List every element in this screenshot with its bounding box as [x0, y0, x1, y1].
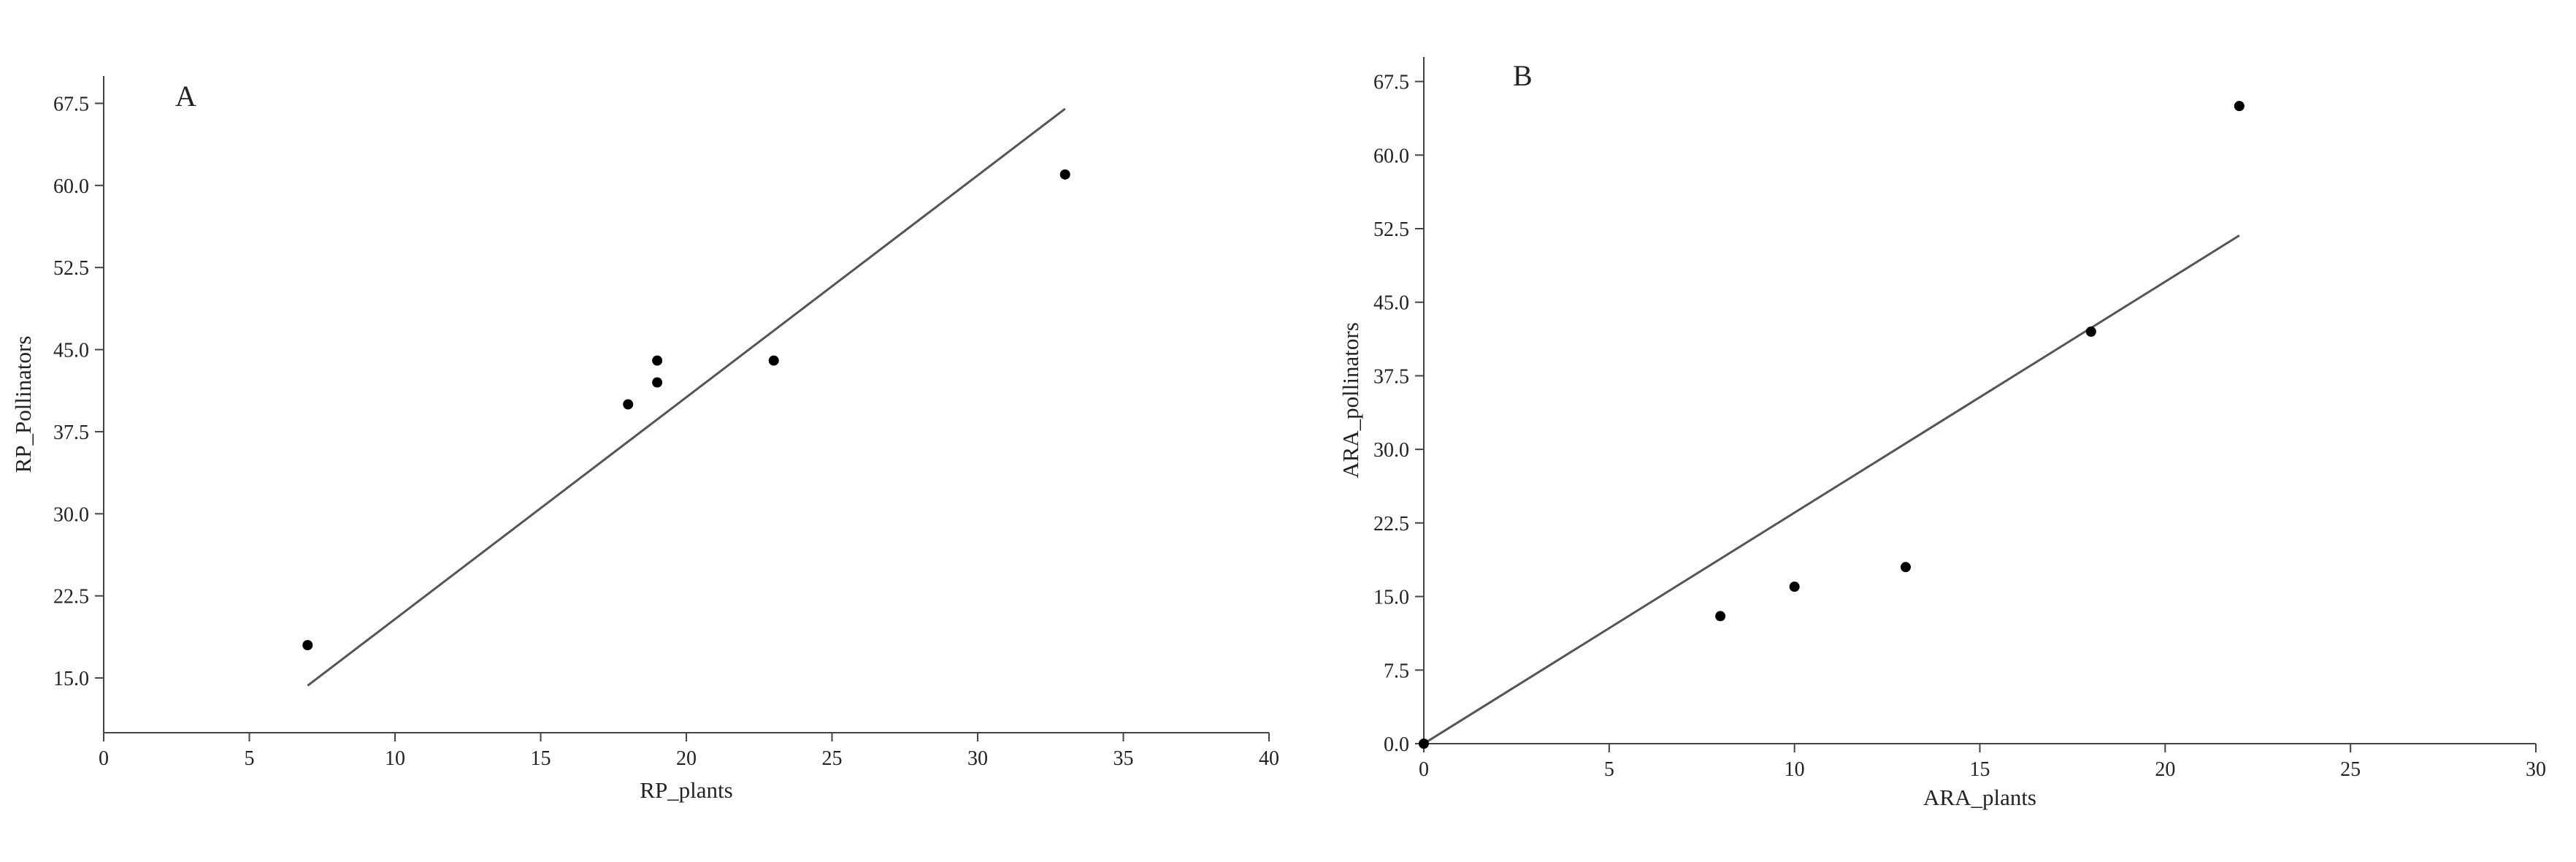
x-tick-label: 40	[1259, 747, 1279, 770]
data-point	[1900, 562, 1911, 573]
y-tick-label: 45.0	[1373, 292, 1409, 315]
fit-line	[1423, 234, 2240, 745]
x-tick-label: 15	[531, 747, 551, 770]
x-tick-label: 25	[2340, 758, 2361, 781]
data-point	[623, 399, 634, 410]
data-point	[1789, 581, 1800, 592]
x-tick-label: 5	[245, 747, 255, 770]
x-tick-label: 15	[1970, 758, 1990, 781]
x-tick-label: 30	[967, 747, 988, 770]
y-tick-label: 45.0	[53, 340, 89, 362]
y-tick-label: 0.0	[1384, 733, 1409, 756]
y-tick-label: 52.5	[53, 257, 89, 280]
data-point	[652, 377, 663, 388]
y-tick-label: 60.0	[53, 175, 89, 198]
data-point	[768, 355, 779, 366]
panel-label: B	[1513, 59, 1533, 92]
y-tick-label: 15.0	[1373, 587, 1409, 609]
y-tick-label: 52.5	[1373, 218, 1409, 241]
chart-panel-b: 0 5 10 15 20 25 30 0.0 7.5 15.0 22.5 30.0 37.5 45.0 52…	[1338, 57, 2546, 810]
x-axis-label: ARA_plants	[1923, 785, 2036, 810]
x-axis-label: RP_plants	[640, 777, 732, 803]
x-tick-label: 0	[1419, 758, 1429, 781]
y-tick-label: 15.0	[53, 668, 89, 690]
data-point	[1715, 611, 1726, 622]
y-tick-label: 37.5	[1373, 365, 1409, 388]
x-tick-label: 10	[385, 747, 405, 770]
y-tick-label: 30.0	[1373, 439, 1409, 462]
y-axis-label: RP_Pollinators	[10, 336, 36, 473]
y-tick-label: 60.0	[1373, 145, 1409, 167]
x-tick-label: 20	[2155, 758, 2175, 781]
data-point	[652, 355, 663, 366]
data-point	[1419, 739, 1429, 749]
y-tick-label: 67.5	[53, 93, 89, 115]
x-tick-label: 20	[676, 747, 697, 770]
data-point	[1059, 169, 1070, 180]
x-tick-label: 10	[1785, 758, 1805, 781]
x-tick-label: 25	[822, 747, 843, 770]
data-point	[2085, 327, 2096, 337]
data-point	[302, 640, 313, 651]
chart-panel-a: 0 5 10 15 20 25 30 35 40 15.0 22.5 30.0 37.5 45.0 52.5…	[10, 76, 1279, 803]
x-tick-label: 30	[2526, 758, 2546, 781]
y-tick-label: 22.5	[53, 586, 89, 609]
y-tick-label: 37.5	[53, 422, 89, 444]
fit-line	[307, 107, 1066, 687]
x-tick-label: 5	[1604, 758, 1614, 781]
y-tick-label: 22.5	[1373, 513, 1409, 535]
panel-label: A	[175, 80, 196, 112]
data-point	[2234, 101, 2245, 112]
y-tick-label: 67.5	[1373, 72, 1409, 94]
y-tick-label: 30.0	[53, 503, 89, 526]
x-tick-label: 35	[1113, 747, 1134, 770]
y-axis-label: ARA_pollinators	[1338, 322, 1363, 478]
x-tick-label: 0	[99, 747, 109, 770]
y-tick-label: 7.5	[1384, 660, 1409, 682]
